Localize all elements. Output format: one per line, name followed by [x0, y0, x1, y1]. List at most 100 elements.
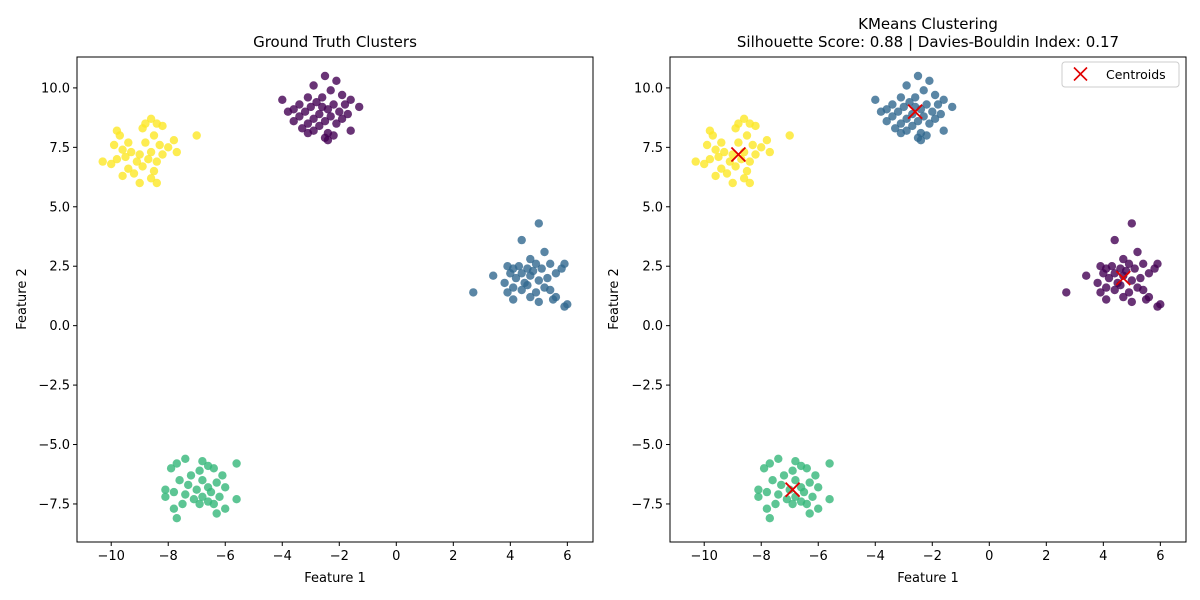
data-point [158, 150, 167, 159]
data-point [546, 285, 555, 295]
data-point [509, 295, 518, 304]
data-point [332, 119, 341, 128]
data-point [198, 457, 207, 466]
data-point [326, 86, 335, 95]
data-point [309, 81, 318, 90]
data-point [799, 487, 809, 497]
data-point [212, 509, 221, 518]
data-point [323, 136, 333, 145]
data-point [814, 504, 823, 513]
data-point [1127, 276, 1137, 285]
data-point [751, 150, 760, 159]
y-tick-label: 7.5 [642, 141, 663, 156]
data-point [212, 478, 221, 487]
data-point [289, 117, 298, 126]
data-point [888, 112, 897, 121]
data-point [742, 166, 752, 176]
data-point [500, 278, 509, 288]
x-tick-label: −2 [330, 549, 349, 564]
data-point [526, 271, 535, 280]
data-point [312, 98, 321, 107]
data-point [232, 495, 241, 504]
data-point [332, 76, 341, 86]
data-point [1144, 269, 1154, 278]
x-tick-label: −10 [690, 549, 717, 564]
data-point [209, 464, 218, 473]
scatter-points [98, 71, 572, 523]
data-point [922, 100, 931, 109]
data-point [788, 466, 797, 475]
y-tick-label: 5.0 [642, 200, 663, 215]
y-axis-ticks: −7.5 −5.0 −2.5 0.0 2.5 5.0 7.5 10.0 [631, 81, 670, 512]
data-point [916, 136, 926, 145]
data-point [1082, 271, 1091, 280]
data-point [731, 124, 740, 133]
data-point [546, 259, 555, 268]
data-point [146, 147, 156, 157]
data-point [155, 140, 164, 150]
y-tick-label: 7.5 [49, 141, 70, 156]
data-point [925, 119, 934, 128]
data-point [891, 124, 900, 133]
data-point [469, 288, 478, 297]
y-tick-label: −5.0 [631, 438, 663, 453]
y-tick-label: −2.5 [631, 379, 663, 394]
data-point [124, 138, 133, 147]
data-point [218, 471, 227, 480]
data-point [517, 235, 526, 245]
data-point [1119, 292, 1128, 302]
data-point [343, 109, 352, 119]
centroid-marker [907, 104, 923, 120]
chart-subtitle: Silhouette Score: 0.88 | Davies-Bouldin … [737, 33, 1119, 51]
centroid-markers [730, 104, 1131, 498]
data-point [189, 495, 199, 504]
data-point [722, 169, 732, 178]
data-point [893, 107, 903, 116]
data-point [132, 157, 142, 166]
data-point [922, 131, 931, 140]
data-point [329, 100, 338, 109]
x-tick-label: 2 [1042, 549, 1050, 564]
data-point [169, 136, 179, 145]
data-point [540, 247, 549, 257]
data-point [112, 155, 122, 164]
legend: Centroids [1061, 61, 1180, 88]
data-point [118, 171, 127, 181]
y-axis-label: Feature 2 [15, 268, 30, 330]
y-tick-label: 5.0 [49, 200, 70, 215]
data-point [1096, 288, 1105, 297]
data-point [762, 504, 772, 513]
data-point [731, 162, 740, 171]
data-point [511, 273, 521, 283]
data-point [298, 124, 307, 133]
y-tick-label: 0.0 [49, 319, 70, 334]
x-tick-label: 4 [1099, 549, 1107, 564]
data-point [774, 454, 783, 463]
data-point [98, 157, 107, 166]
data-point [739, 114, 749, 124]
data-point [1099, 269, 1108, 278]
data-point [825, 495, 834, 504]
y-tick-label: −7.5 [38, 497, 70, 512]
data-point [166, 464, 176, 473]
plot-frame [76, 56, 594, 543]
data-point [531, 259, 541, 268]
data-point [754, 485, 763, 494]
data-point [762, 136, 772, 145]
data-point [1156, 300, 1165, 309]
centroid-marker [1115, 270, 1131, 286]
data-point [811, 471, 820, 480]
data-point [320, 117, 330, 126]
data-point [902, 81, 911, 90]
data-point [340, 100, 350, 109]
data-point [814, 483, 823, 492]
data-point [534, 219, 543, 228]
data-point [526, 292, 535, 302]
y-tick-label: 0.0 [642, 319, 663, 334]
data-point [161, 492, 170, 501]
data-point [1133, 247, 1142, 257]
data-point [919, 86, 928, 95]
data-point [782, 495, 792, 504]
x-tick-label: −2 [923, 549, 942, 564]
data-point [320, 71, 330, 81]
